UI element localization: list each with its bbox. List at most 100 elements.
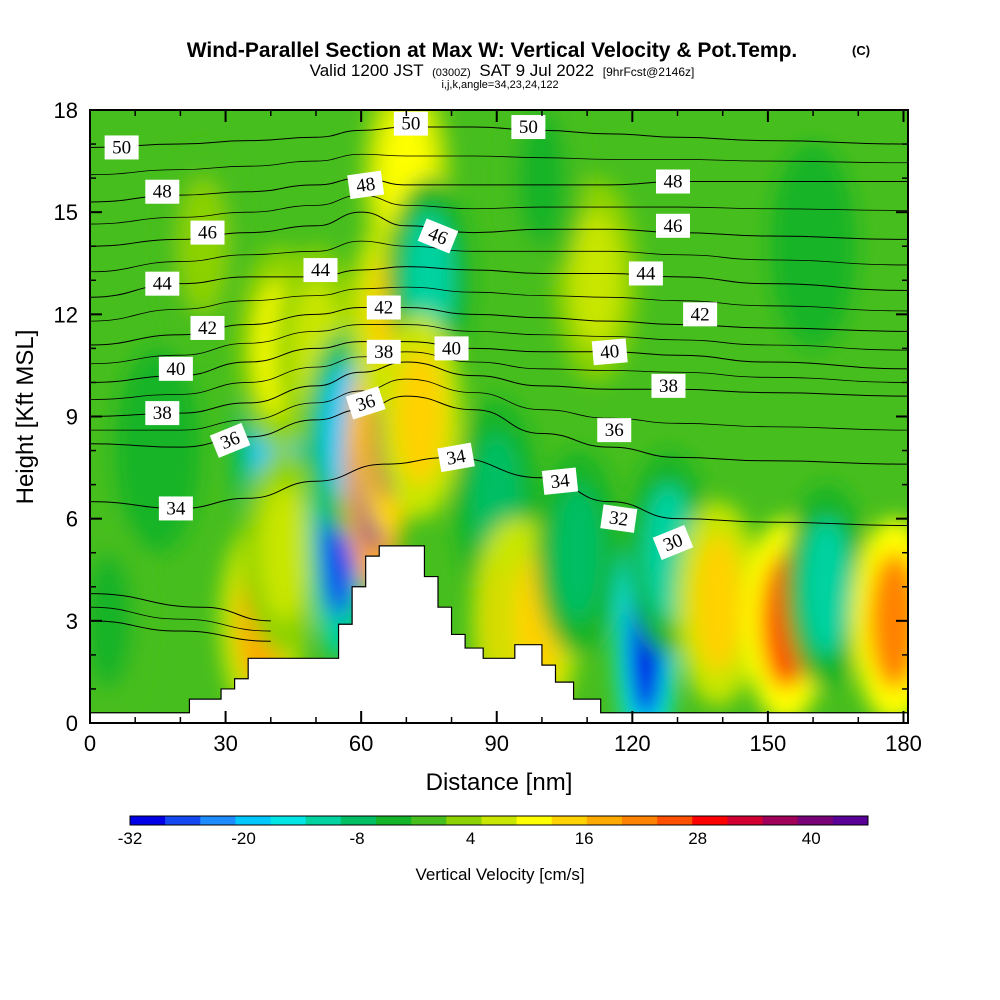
colorbar-segment [446,816,482,825]
colorbar-segment [727,816,764,825]
contour-label-box [541,467,579,495]
contour-label: 38 [651,373,686,398]
contour-label-box [628,261,663,286]
contour-label: 44 [628,261,663,286]
grid-info: i,j,k,angle=34,23,24,122 [441,79,558,91]
colorbar-segment [235,816,272,825]
contour-label-text: 48 [355,174,377,197]
theta-contour-50 [90,126,908,148]
contour-label-box [190,220,225,245]
velocity-cell [869,552,908,689]
contour-label-box [158,356,193,381]
contour-label-box [190,315,225,340]
colorbar-segment [516,816,553,825]
contour-label-text: 42 [198,318,217,339]
contour-label-box [434,336,469,361]
colorbar-segment [692,816,728,825]
valid-time-line: Valid 1200 JST (0300Z) SAT 9 Jul 2022 [9… [310,61,695,80]
colorbar-label: Vertical Velocity [cm/s] [415,865,584,884]
x-axis-label: Distance [nm] [426,769,573,796]
velocity-cell [259,484,310,621]
contour-label-box [591,338,628,366]
velocity-cell [395,348,445,485]
contour-label-box [655,213,690,238]
contour-labels: 50 50 50 48 48 48 46 46 46 44 44 44 42 42 42 40 40 40 38 38… [104,111,718,561]
contour-label: 38 [145,401,180,426]
contour-label-box [651,373,686,398]
contour-label-text: 50 [112,137,131,158]
velocity-cell [788,178,838,315]
contour-label-text: 48 [153,182,172,203]
contour-label-box [145,179,180,204]
contour-label: 36 [597,418,632,443]
theta-contour-minor [90,240,908,273]
theta-contour-minor [90,153,908,176]
colorbar-segment [376,816,412,825]
contour-label: 48 [145,179,180,204]
velocity-cell [178,178,228,315]
contour-label-text: 46 [198,223,217,244]
contour-label-text: 34 [166,498,186,519]
y-tick-label: 0 [66,711,78,736]
y-tick-label: 12 [54,302,78,327]
colorbar-segment [305,816,342,825]
colorbar-tick-label: -32 [118,829,143,848]
theta-contour-minor [90,606,271,632]
contour-label-text: 48 [663,172,682,193]
contour-label: 42 [190,315,225,340]
theta-contour-minor [90,194,908,225]
y-tick-label: 18 [54,98,78,123]
chart-header: Wind-Parallel Section at Max W: Vertical… [187,39,870,91]
contour-label-text: 38 [153,403,172,424]
copyright-mark: (C) [852,43,870,58]
forecast-tag: [9hrFcst@2146z] [603,65,695,79]
contour-label-text: 42 [691,304,710,325]
x-tick-label: 180 [885,731,922,756]
contour-label-box [600,504,638,533]
terrain-profile [90,545,908,723]
y-tick-label: 3 [66,609,78,634]
x-tick-label: 90 [484,731,508,756]
velocity-cell [90,552,133,689]
contour-label-text: 42 [374,298,393,319]
colorbar-tick-label: 4 [466,829,475,848]
contour-label-text: 50 [401,114,420,135]
contour-label-text: 38 [659,376,678,397]
colorbar [129,815,869,826]
contour-label: 50 [104,135,139,160]
colorbar-segment [481,816,518,825]
theta-contour-minor [90,351,908,400]
colorbar-tick-label: 28 [688,829,707,848]
contour-label: 46 [417,218,459,254]
contour-label: 48 [347,170,385,200]
contour-label: 36 [345,386,386,420]
y-axis-label: Height [Kft MSL] [12,330,39,505]
contour-label: 38 [366,339,401,364]
contour-label: 46 [190,220,225,245]
contour-label-box [345,386,386,420]
contour-label-text: 44 [153,274,173,295]
colorbar-ticks: -32 -20 -8 4 16 28 40 [118,829,821,848]
chart-title: Wind-Parallel Section at Max W: Vertical… [187,39,798,62]
contour-label: 50 [511,115,546,140]
colorbar-segment [657,816,693,825]
theta-contour-30 [90,620,271,642]
colorbar-segment [165,816,201,825]
contour-label-box [417,218,459,254]
colorbar-segment [762,816,799,825]
contour-label-text: 36 [605,420,624,441]
contour-label-box [303,258,338,283]
colorbar-tick-label: 40 [802,829,821,848]
contour-label: 32 [600,504,638,533]
x-axis: 0 30 60 90 120 150 180 [84,110,922,756]
contour-label: 42 [683,302,718,327]
contour-label: 40 [158,356,193,381]
contour-label: 50 [393,111,428,136]
contour-label-box [104,135,139,160]
x-tick-label: 150 [750,731,787,756]
x-tick-label: 0 [84,731,96,756]
contour-label-box [158,496,193,521]
colorbar-frame [129,815,869,826]
valid-date: SAT 9 Jul 2022 [479,61,594,80]
